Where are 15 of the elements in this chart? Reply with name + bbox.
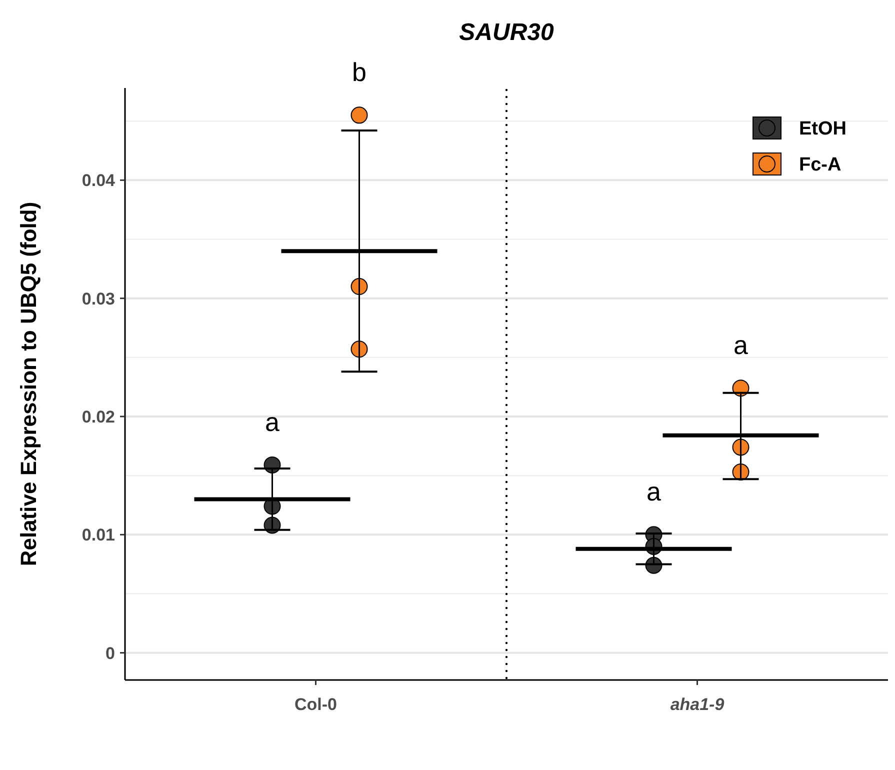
y-tick-label: 0.04	[82, 171, 116, 190]
y-tick-label: 0.03	[82, 289, 115, 308]
data-label: a	[646, 476, 662, 507]
y-tick-label: 0.02	[82, 407, 115, 426]
y-axis-title: Relative Expression to UBQ5 (fold)	[16, 202, 41, 566]
data-label: a	[265, 406, 280, 437]
legend-label: Fc-A	[799, 154, 842, 176]
y-tick-label: 0	[106, 644, 115, 663]
x-tick-label: aha1-9	[670, 695, 725, 714]
y-tick-label: 0.01	[82, 526, 115, 545]
x-tick-label: Col-0	[294, 695, 337, 714]
data-label: a	[734, 330, 749, 360]
legend-label: EtOH	[799, 118, 846, 140]
chart-title: SAUR30	[459, 19, 554, 46]
data-label: b	[352, 57, 366, 88]
